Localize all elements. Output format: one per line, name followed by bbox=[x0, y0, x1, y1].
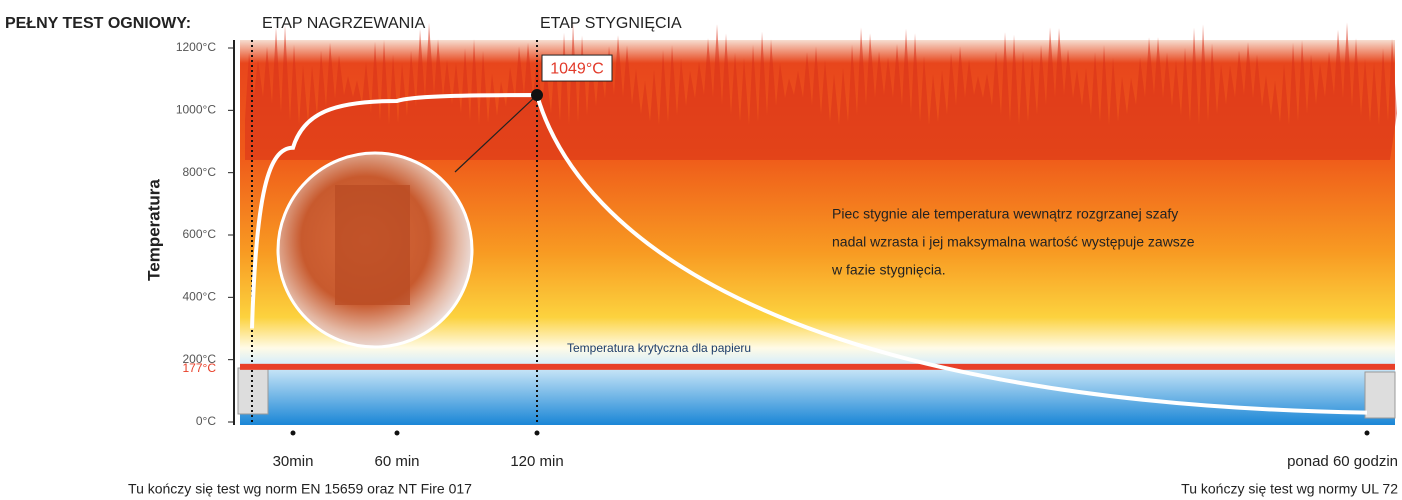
flame-tongues bbox=[245, 22, 1397, 160]
y-tick-label: 200°C bbox=[183, 352, 217, 366]
x-tick-label: ponad 60 godzin bbox=[1287, 453, 1398, 470]
x-tick-dot bbox=[394, 430, 400, 436]
value-label-box bbox=[541, 54, 613, 82]
y-tick-label: 1200°C bbox=[176, 40, 216, 54]
annotation-line: Piec stygnie ale temperatura wewnątrz ro… bbox=[832, 206, 1178, 222]
phase-label: ETAP NAGRZEWANIA bbox=[262, 15, 426, 32]
annotation-line: w fazie stygnięcia. bbox=[831, 262, 946, 278]
photo-safe bbox=[335, 185, 410, 305]
x-tick-label: 30min bbox=[273, 453, 314, 470]
y-tick-label: 800°C bbox=[183, 165, 217, 179]
safe-icon-right bbox=[1364, 371, 1396, 419]
y-tick-label: 400°C bbox=[183, 290, 217, 304]
note: Tu kończy się test wg normy UL 72 bbox=[1181, 481, 1398, 497]
x-tick-dot bbox=[1364, 430, 1370, 436]
critical-text: Temperatura krytyczna dla papieru bbox=[567, 341, 751, 355]
phase-label: ETAP STYGNIĘCIA bbox=[540, 15, 682, 32]
x-tick-label: 60 min bbox=[374, 453, 419, 470]
x-tick-label: 120 min bbox=[510, 453, 563, 470]
value-label: 1049°C bbox=[550, 60, 604, 77]
flames bbox=[245, 22, 1397, 160]
x-tick-dot bbox=[534, 430, 540, 436]
y-axis-label: Temperatura bbox=[144, 179, 163, 281]
chart-title: PEŁNY TEST OGNIOWY: bbox=[5, 15, 191, 32]
leader-line bbox=[454, 94, 538, 173]
temperature-curve bbox=[250, 93, 1368, 415]
y-tick-label: 1000°C bbox=[176, 103, 216, 117]
critical-line bbox=[240, 363, 1395, 370]
y-tick-label: 0°C bbox=[196, 414, 216, 428]
peak-marker bbox=[531, 89, 543, 102]
annotation-line: nadal wzrasta i jej maksymalna wartość w… bbox=[832, 234, 1195, 250]
y-tick-label: 600°C bbox=[183, 227, 217, 241]
note: Tu kończy się test wg norm EN 15659 oraz… bbox=[128, 481, 472, 497]
critical-label: 177°C bbox=[183, 361, 217, 375]
x-tick-dot bbox=[290, 430, 296, 436]
